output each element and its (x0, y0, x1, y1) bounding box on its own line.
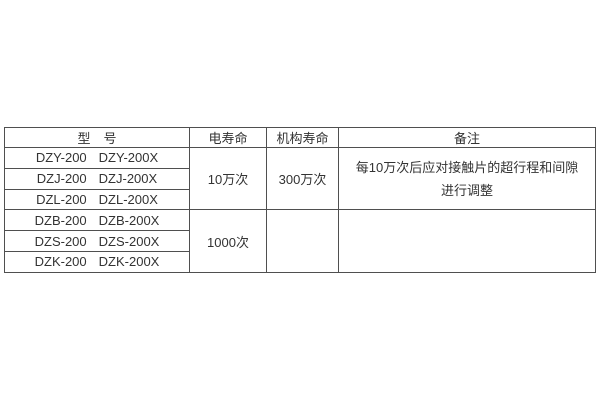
model-name-x: DZB-200X (98, 212, 160, 228)
model-name-x: DZL-200X (98, 191, 158, 207)
model-cell: DZS-200 DZS-200X (4, 230, 190, 252)
column-header-remarks: 备注 (338, 127, 596, 148)
model-cell: DZK-200 DZK-200X (4, 250, 190, 273)
model-name: DZJ-200 (36, 171, 87, 187)
mechanism-life-cell-group2 (266, 209, 339, 273)
model-cell: DZY-200 DZY-200X (4, 147, 190, 169)
model-name: DZY-200 (35, 150, 87, 166)
model-name: DZS-200 (34, 233, 87, 249)
electrical-life-cell-group2: 1000次 (189, 209, 267, 273)
model-pair: DZK-200 DZK-200X (6, 254, 189, 270)
model-pair: DZB-200 DZB-200X (6, 212, 189, 228)
column-header-model: 型 号 (4, 127, 190, 148)
remarks-line-2: 进行调整 (440, 182, 493, 198)
model-name-x: DZK-200X (98, 254, 160, 270)
model-pair: DZY-200 DZY-200X (6, 150, 189, 166)
table-row: DZB-200 DZB-200X 1000次 (4, 209, 596, 273)
header-row: 型 号 电寿命 机构寿命 备注 (4, 127, 596, 148)
table-row: DZL-200 DZL-200X (4, 188, 596, 211)
remarks-line-1: 每10万次后应对接触片的超行程和间隙 (355, 159, 579, 175)
column-header-electrical-life: 电寿命 (189, 127, 267, 148)
column-header-mechanism-life: 机构寿命 (266, 127, 339, 148)
model-name: DZB-200 (34, 212, 87, 228)
remarks-cell-group2 (338, 209, 596, 273)
mechanism-life-cell-group1: 300万次 (266, 146, 339, 211)
model-pair: DZJ-200 DZJ-200X (6, 171, 189, 187)
remarks-cell-group1: 每10万次后应对接触片的超行程和间隙 进行调整 (338, 146, 596, 211)
model-cell: DZB-200 DZB-200X (4, 209, 190, 232)
model-name: DZK-200 (34, 254, 87, 270)
model-name-x: DZJ-200X (98, 171, 158, 187)
model-pair: DZL-200 DZL-200X (6, 191, 189, 207)
model-pair: DZS-200 DZS-200X (6, 233, 189, 249)
table-row: DZY-200 DZY-200X 10万次 300万次 每10万次后应对接触片的… (4, 146, 596, 211)
model-cell: DZL-200 DZL-200X (4, 188, 190, 211)
model-name: DZL-200 (36, 191, 87, 207)
electrical-life-cell-group1: 10万次 (189, 146, 267, 211)
table-row: DZK-200 DZK-200X (4, 250, 596, 273)
model-name-x: DZS-200X (98, 233, 160, 249)
model-name-x: DZY-200X (98, 150, 159, 166)
table-row: DZJ-200 DZJ-200X (4, 167, 596, 190)
spec-table: 型 号 电寿命 机构寿命 备注 DZY-200 DZY-200X 10万次 30… (4, 127, 596, 273)
model-cell: DZJ-200 DZJ-200X (4, 167, 190, 190)
